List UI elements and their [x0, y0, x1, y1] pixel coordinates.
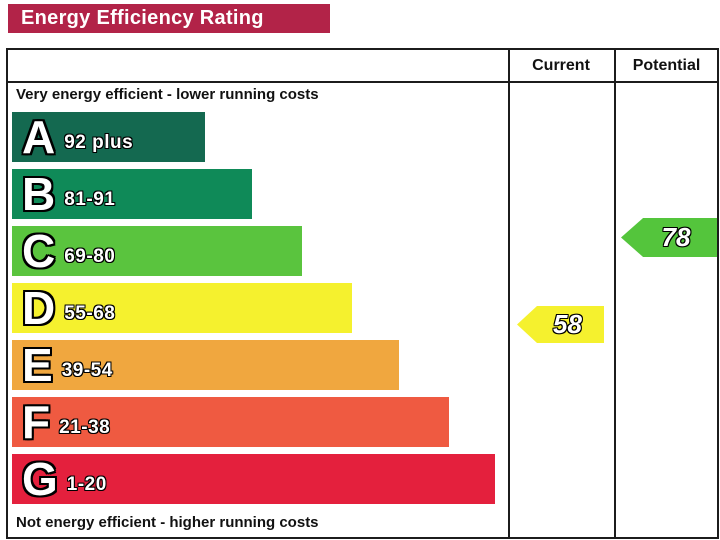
- top-note: Very energy efficient - lower running co…: [16, 86, 319, 103]
- band-letter: C: [22, 225, 56, 277]
- band-letter: B: [22, 168, 56, 220]
- bottom-note: Not energy efficient - higher running co…: [16, 514, 319, 531]
- current-column-divider: [508, 50, 510, 537]
- band-range-label: 81-91: [64, 189, 116, 210]
- current-column-header: Current: [532, 57, 590, 74]
- band-range-label: 39-54: [61, 360, 113, 381]
- band-range-label: 1-20: [66, 474, 107, 495]
- band-row-A: A 92 plus: [12, 112, 205, 162]
- band-range-label: 55-68: [64, 303, 116, 324]
- chart-title: Energy Efficiency Rating: [21, 7, 264, 29]
- band-range-label: 69-80: [64, 246, 116, 267]
- band-row-D: D 55-68: [12, 283, 352, 333]
- band-row-F: F 21-38: [12, 397, 449, 447]
- potential-column-divider: [614, 50, 616, 537]
- band-row-B: B 81-91: [12, 169, 252, 219]
- band-letter: D: [22, 282, 56, 334]
- band-letter: F: [22, 396, 51, 448]
- band-letter: A: [22, 111, 56, 163]
- potential-column-header: Potential: [632, 57, 701, 74]
- band-letter: E: [22, 339, 53, 391]
- chart-title-banner: Energy Efficiency Rating: [8, 4, 330, 33]
- band-range-label: 21-38: [59, 417, 111, 438]
- band-letter: G: [22, 453, 58, 505]
- band-row-C: C 69-80: [12, 226, 302, 276]
- current-rating-arrow: 58: [517, 306, 604, 343]
- band-row-G: G 1-20: [12, 454, 495, 504]
- rating-table-frame: Current Potential Very energy efficient …: [6, 48, 719, 539]
- band-range-label: 92 plus: [64, 132, 134, 153]
- potential-rating-arrow: 78: [621, 218, 717, 257]
- potential-rating-value: 78: [661, 222, 691, 252]
- current-rating-value: 58: [553, 309, 582, 339]
- band-row-E: E 39-54: [12, 340, 399, 390]
- table-header-row: Current Potential: [8, 50, 717, 83]
- bands: A 92 plus B 81-91 C 69-80 D 55-68 E 39-5…: [12, 112, 495, 511]
